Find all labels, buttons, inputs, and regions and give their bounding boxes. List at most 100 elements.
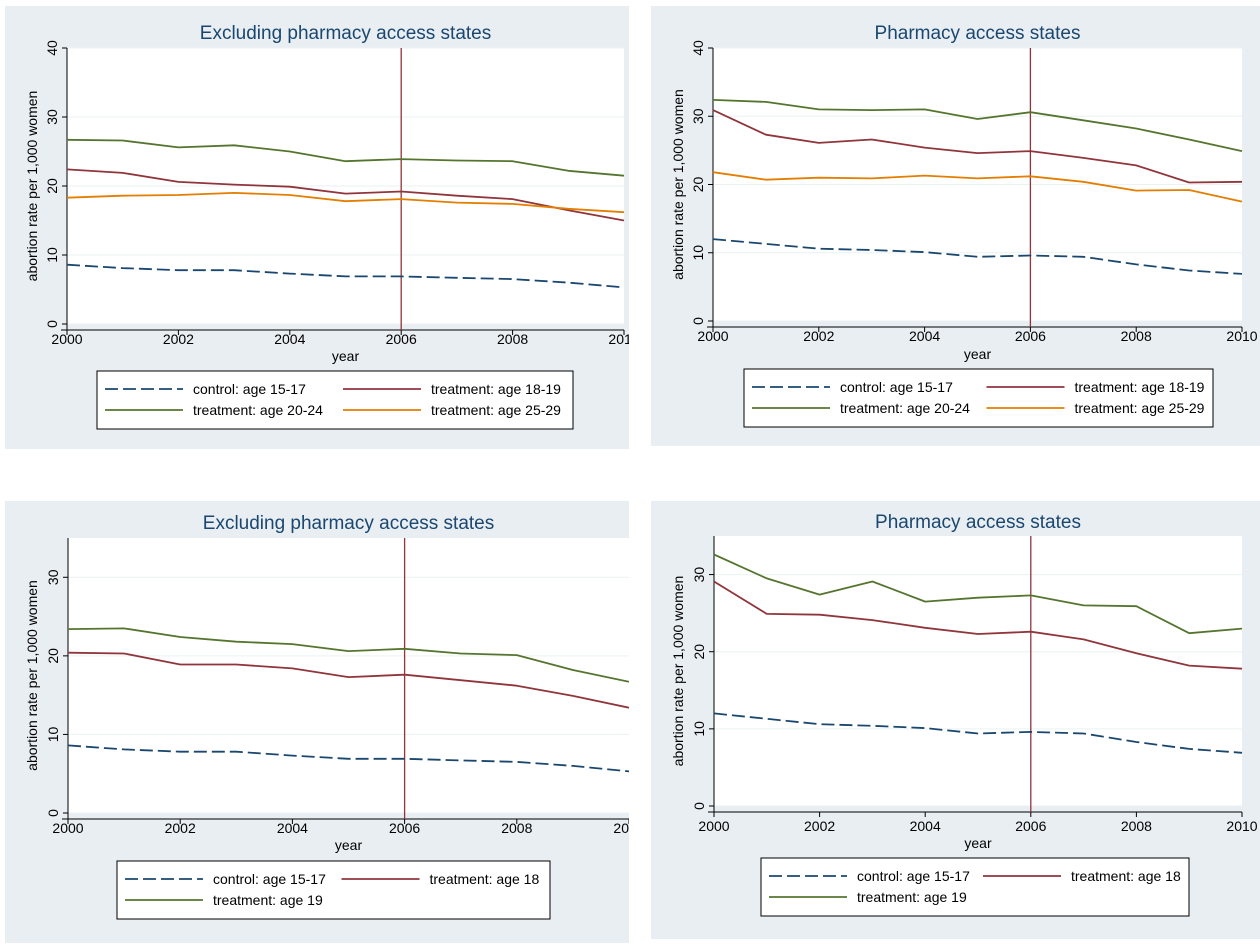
y-tick-label: 20 (691, 644, 707, 660)
y-tick-label: 0 (45, 809, 61, 817)
plot-area (714, 536, 1242, 806)
legend-label: control: age 15-17 (193, 381, 306, 397)
y-tick-label: 0 (690, 317, 706, 325)
legend-label: control: age 15-17 (213, 871, 326, 887)
y-axis-label: abortion rate per 1,000 women (24, 580, 40, 771)
y-tick-label: 30 (44, 109, 60, 125)
y-axis-label: abortion rate per 1,000 women (24, 91, 40, 282)
x-tick-label: 2002 (804, 818, 835, 834)
y-tick-label: 40 (44, 40, 60, 56)
x-tick-label: 2000 (697, 328, 728, 344)
chart-svg: Pharmacy access states 0 10 20 30 2000 2002 200… (670, 512, 1258, 917)
chart-title: Pharmacy access states (875, 512, 1081, 533)
x-tick-label: 2006 (1015, 328, 1046, 344)
x-tick-label: 2004 (277, 820, 308, 836)
legend-box (743, 368, 1214, 428)
x-axis-label: year (964, 346, 992, 362)
legend-box (760, 857, 1190, 917)
chart-title: Excluding pharmacy access states (203, 513, 494, 534)
series-line (713, 712, 1243, 754)
series-line (712, 109, 1243, 184)
legend-label: treatment: age 19 (213, 892, 323, 908)
series-line (66, 168, 625, 222)
legend-label: treatment: age 18 (1071, 868, 1181, 884)
legend-label: treatment: age 25-29 (431, 402, 561, 418)
x-tick-label: 2004 (910, 818, 941, 834)
y-tick-label: 10 (45, 726, 61, 742)
legend-label: treatment: age 25-29 (1075, 400, 1205, 416)
x-tick-label: 2002 (803, 328, 834, 344)
x-tick-label: 2002 (165, 820, 196, 836)
series-line (66, 263, 625, 289)
y-tick-label: 0 (44, 320, 60, 328)
y-tick-label: 20 (690, 177, 706, 193)
series-line (712, 99, 1243, 152)
y-tick-label: 0 (691, 802, 707, 810)
x-tick-label: 2008 (1121, 818, 1152, 834)
chart-panel-3: Excluding pharmacy access states 0 10 20 30 2… (5, 501, 629, 943)
chart-svg: Pharmacy access states 0 10 20 30 40 2000 2002 2… (670, 23, 1258, 428)
chart-panel-2: Pharmacy access states 0 10 20 30 40 2000 2002 2… (651, 6, 1260, 446)
x-tick-label: 2000 (52, 820, 83, 836)
x-tick-label: 2010 (1226, 328, 1257, 344)
x-tick-label: 2008 (1121, 328, 1152, 344)
x-axis-label: year (332, 348, 360, 364)
series-line (67, 627, 629, 683)
legend-box (96, 370, 574, 430)
x-tick-label: 2010 (613, 820, 629, 836)
plot-area (68, 538, 629, 813)
legend-label: control: age 15-17 (840, 379, 953, 395)
legend: control: age 15-17 treatment: age 18 treat… (116, 860, 551, 920)
y-axis-label: abortion rate per 1,000 women (670, 576, 686, 767)
x-tick-label: 2006 (386, 331, 417, 347)
y-tick-label: 40 (690, 40, 706, 56)
legend-label: control: age 15-17 (857, 868, 970, 884)
x-tick-label: 2008 (501, 820, 532, 836)
y-tick-label: 20 (44, 178, 60, 194)
x-tick-label: 2008 (497, 331, 528, 347)
chart-svg: Excluding pharmacy access states 0 10 20 30 2… (24, 513, 629, 920)
y-tick-label: 10 (690, 245, 706, 261)
legend-label: treatment: age 20-24 (840, 400, 970, 416)
x-tick-label: 2006 (389, 820, 420, 836)
x-tick-label: 2010 (1226, 818, 1257, 834)
legend-label: treatment: age 20-24 (193, 402, 323, 418)
series-line (66, 138, 625, 177)
legend-label: treatment: age 18 (430, 871, 540, 887)
series-line (67, 651, 629, 709)
y-axis-label: abortion rate per 1,000 women (670, 89, 686, 280)
x-tick-label: 2002 (163, 331, 194, 347)
y-tick-label: 30 (691, 567, 707, 583)
series-line (712, 171, 1243, 203)
x-tick-label: 2010 (608, 331, 629, 347)
x-tick-label: 2004 (909, 328, 940, 344)
x-axis-label: year (964, 835, 992, 851)
x-tick-label: 2006 (1015, 818, 1046, 834)
y-tick-label: 10 (44, 247, 60, 263)
x-axis-label: year (335, 837, 363, 853)
y-tick-label: 10 (691, 721, 707, 737)
legend-label: treatment: age 18-19 (431, 381, 561, 397)
legend-label: treatment: age 18-19 (1075, 379, 1205, 395)
series-line (66, 191, 625, 214)
legend-box (116, 860, 551, 920)
x-tick-label: 2004 (274, 331, 305, 347)
legend: control: age 15-17 treatment: age 18 treat… (760, 857, 1190, 917)
series-line (713, 580, 1243, 670)
chart-title: Pharmacy access states (875, 23, 1081, 44)
legend-label: treatment: age 19 (857, 889, 967, 905)
legend: control: age 15-17 treatment: age 18-19 tr… (743, 368, 1214, 428)
chart-panel-1: Excluding pharmacy access states 0 10 20 30 4… (5, 6, 629, 449)
chart-panel-4: Pharmacy access states 0 10 20 30 2000 2002 200… (651, 501, 1260, 939)
series-line (713, 553, 1243, 635)
legend: control: age 15-17 treatment: age 18-19 tr… (96, 370, 574, 430)
chart-svg: Excluding pharmacy access states 0 10 20 30 4… (24, 23, 629, 430)
x-tick-label: 2000 (51, 331, 82, 347)
series-line (712, 238, 1243, 275)
series-line (67, 744, 629, 773)
y-tick-label: 30 (45, 569, 61, 585)
y-tick-label: 30 (690, 108, 706, 124)
y-tick-label: 20 (45, 648, 61, 664)
chart-title: Excluding pharmacy access states (200, 23, 491, 44)
x-tick-label: 2000 (698, 818, 729, 834)
